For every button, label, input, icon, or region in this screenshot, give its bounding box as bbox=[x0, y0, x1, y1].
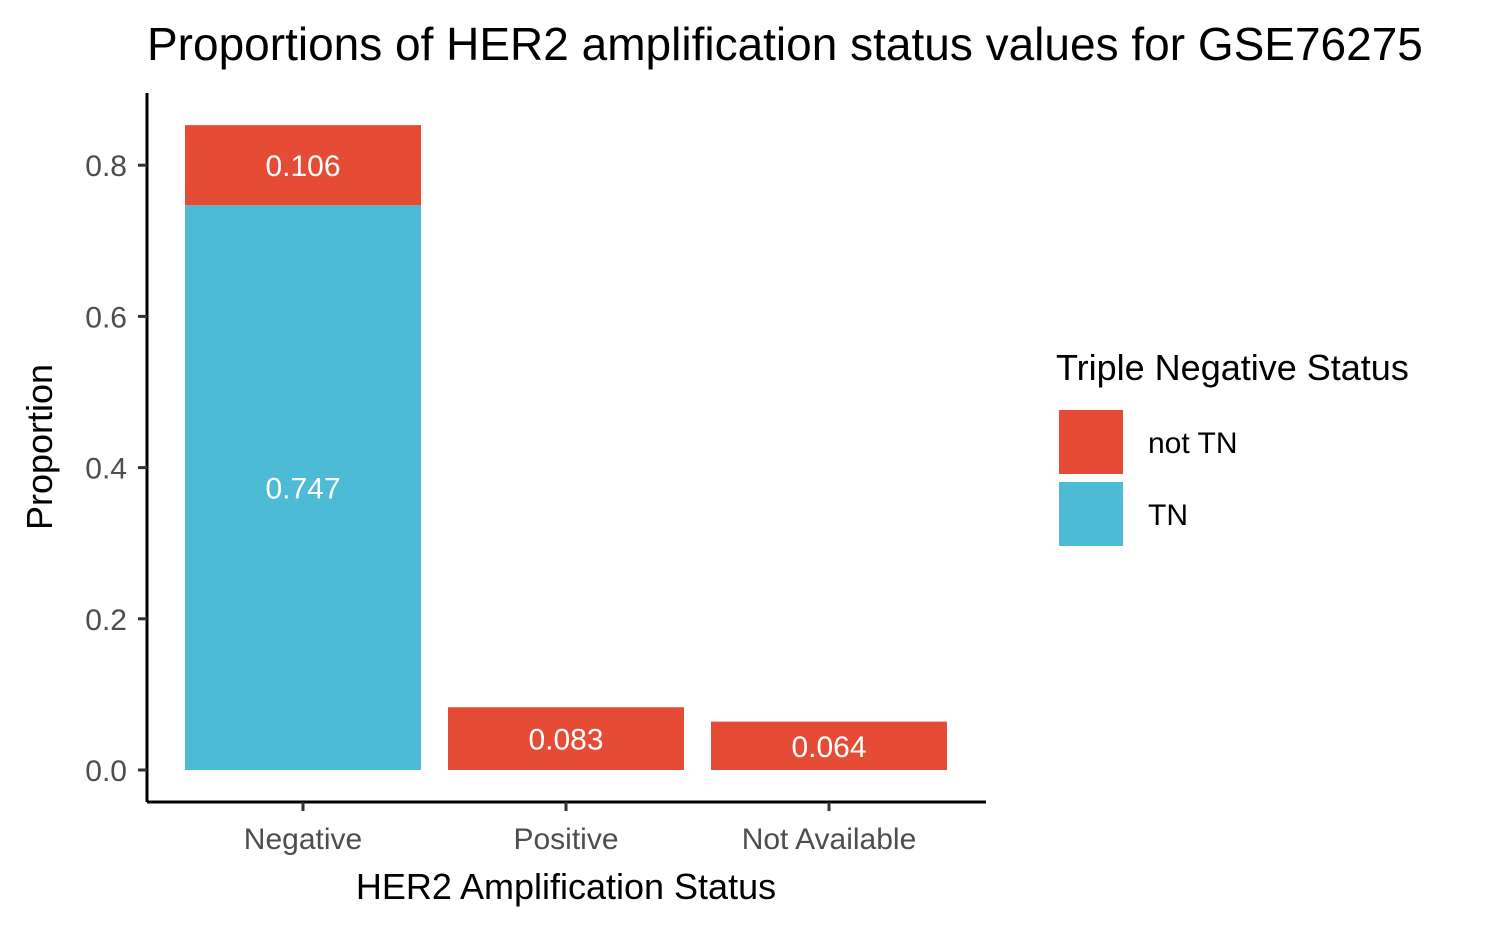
y-tick-label: 0.8 bbox=[85, 150, 127, 183]
legend-label: not TN bbox=[1148, 427, 1238, 460]
x-tick-label: Positive bbox=[513, 823, 618, 856]
bar-not-tn-positive bbox=[448, 707, 684, 770]
bar-not-tn-negative bbox=[185, 125, 421, 206]
legend: Triple Negative Status not TN TN bbox=[1056, 347, 1409, 548]
legend-swatch-not-tn bbox=[1057, 408, 1125, 476]
y-tick-label: 0.2 bbox=[85, 604, 127, 637]
x-ticks: Negative Positive Not Available bbox=[244, 802, 916, 856]
bar-not-tn-not-available bbox=[711, 721, 947, 770]
y-tick-label: 0.6 bbox=[85, 301, 127, 334]
bar-value-label: 0.064 bbox=[791, 731, 866, 764]
y-axis-title: Proportion bbox=[19, 364, 60, 530]
bar-tn-negative bbox=[185, 205, 421, 770]
bar-value-label: 0.106 bbox=[265, 150, 340, 183]
y-tick-label: 0.0 bbox=[85, 755, 127, 788]
y-tick-label: 0.4 bbox=[85, 453, 127, 486]
x-tick-label: Negative bbox=[244, 823, 362, 856]
chart-title: Proportions of HER2 amplification status… bbox=[147, 18, 1423, 70]
legend-items: not TN TN bbox=[1057, 408, 1238, 548]
legend-label: TN bbox=[1148, 499, 1188, 532]
x-tick-label: Not Available bbox=[742, 823, 917, 856]
bar-value-label: 0.747 bbox=[265, 473, 340, 506]
bars bbox=[185, 125, 947, 770]
bar-value-label: 0.083 bbox=[528, 724, 603, 757]
bar-labels: 0.747 0.106 0.083 0.064 bbox=[265, 150, 866, 764]
legend-title: Triple Negative Status bbox=[1056, 347, 1409, 388]
y-ticks: 0.0 0.2 0.4 0.6 0.8 bbox=[85, 150, 147, 788]
plot-area: 0.747 0.106 0.083 0.064 0.0 0.2 0.4 0.6 0.8 Neg… bbox=[85, 93, 986, 856]
legend-swatch-tn bbox=[1057, 480, 1125, 548]
x-axis-title: HER2 Amplification Status bbox=[356, 866, 776, 907]
